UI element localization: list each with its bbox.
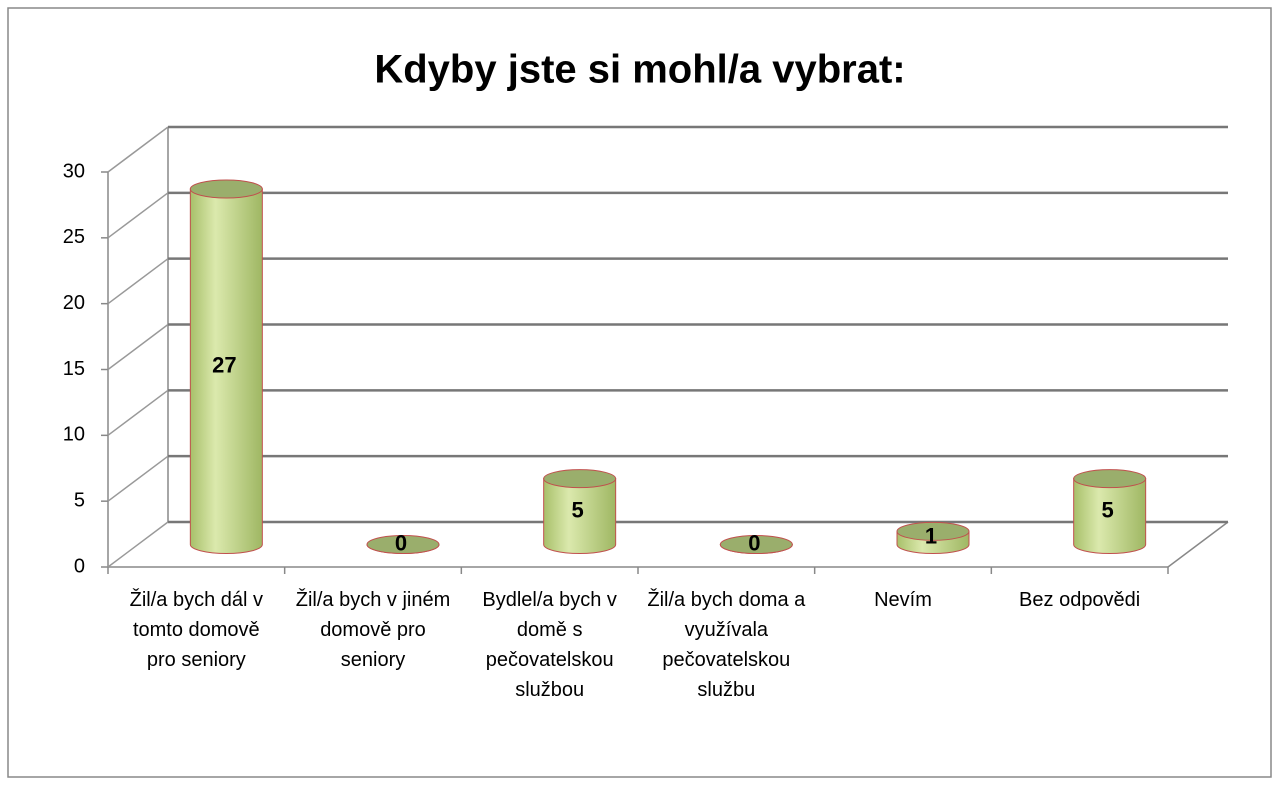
grid-line — [107, 521, 169, 568]
y-tick-label: 20 — [63, 292, 85, 314]
x-tick-label: Žil/a bych doma a využívala pečovatelsko… — [647, 589, 806, 701]
grid-line — [107, 126, 169, 173]
y-tick-label: 5 — [74, 489, 85, 511]
grid-line — [107, 258, 169, 305]
y-tick-label: 25 — [63, 226, 85, 248]
floor-line — [1167, 521, 1229, 568]
bar — [1073, 469, 1147, 554]
value-label: 5 — [1102, 497, 1114, 522]
bar — [543, 469, 617, 554]
value-label: 0 — [395, 530, 407, 555]
value-label: 1 — [925, 524, 937, 549]
grid-line — [107, 389, 169, 436]
y-tick-label: 10 — [63, 424, 85, 446]
y-tick-label: 0 — [74, 555, 85, 577]
y-tick-label: 30 — [63, 160, 85, 182]
y-tick-label: 15 — [63, 358, 85, 380]
bar — [896, 521, 970, 554]
x-tick-label: Bydlel/a bych v domě s pečovatelskou slu… — [482, 589, 617, 701]
chart-title: Kdyby jste si mohl/a vybrat: — [374, 48, 905, 92]
grid-line — [107, 192, 169, 239]
x-tick-label: Nevím — [874, 589, 932, 611]
x-tick-label: Žil/a bych dál v tomto domově pro senior… — [129, 589, 264, 671]
value-label: 0 — [748, 530, 760, 555]
bar — [366, 535, 440, 554]
grid-line — [107, 323, 169, 371]
x-tick-label: Žil/a bych v jiném domově pro seniory — [295, 589, 451, 671]
value-label: 5 — [572, 497, 584, 522]
bar — [719, 535, 793, 554]
bar — [189, 179, 263, 554]
grid-line — [107, 455, 169, 502]
x-tick-label: Bez odpovědi — [1019, 589, 1141, 611]
value-label: 27 — [212, 353, 236, 378]
